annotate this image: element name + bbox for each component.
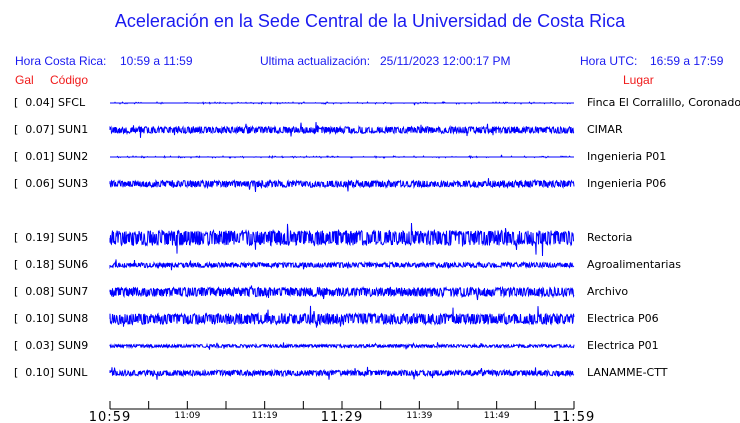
time-tick-label: 11:39: [406, 411, 432, 421]
bracket-open: [: [14, 258, 19, 271]
trace-sunl: [109, 366, 575, 380]
station-place: Agroalimentarias: [587, 258, 681, 271]
gal-value: 0.18]: [25, 258, 54, 271]
local-time-range: 10:59 a 11:59: [120, 54, 193, 68]
trace-sun8: [109, 305, 575, 328]
bracket-open: [: [14, 231, 19, 244]
utc-time-range: 16:59 a 17:59: [650, 54, 724, 68]
bracket-open: [: [14, 312, 19, 325]
gal-value: 0.08]: [25, 285, 54, 298]
update-value: 25/11/2023 12:00:17 PM: [380, 54, 511, 68]
update-label: Ultima actualización:: [260, 54, 371, 68]
gal-value: 0.10]: [25, 312, 54, 325]
station-place: Electrica P06: [587, 312, 659, 325]
trace-sun9: [109, 342, 575, 350]
gal-value: 0.06]: [25, 177, 54, 190]
page-title: Aceleración en la Sede Central de la Uni…: [114, 11, 626, 31]
utc-time-label: Hora UTC:: [580, 54, 638, 68]
bracket-open: [: [14, 339, 19, 352]
gal-value: 0.19]: [25, 231, 54, 244]
station-code: SUN8: [58, 312, 89, 325]
place-header: Lugar: [623, 73, 654, 87]
station-place: Electrica P01: [587, 339, 659, 352]
local-time-label: Hora Costa Rica:: [15, 54, 107, 68]
station-code: SUN6: [58, 258, 89, 271]
station-code: SUN1: [58, 123, 89, 136]
trace-sun3: [109, 178, 575, 193]
trace-sun2: [110, 154, 574, 160]
station-place: Archivo: [587, 285, 629, 298]
trace-sun1: [109, 122, 575, 138]
bracket-open: [: [14, 150, 19, 163]
station-place: Ingenieria P01: [587, 150, 667, 163]
code-header: Código: [50, 73, 89, 87]
gal-value: 0.07]: [25, 123, 54, 136]
trace-sun7: [109, 285, 575, 301]
station-code: SUN7: [58, 285, 89, 298]
station-place: Finca El Corralillo, Coronado: [587, 96, 740, 109]
time-tick-label: 11:49: [484, 411, 510, 421]
station-code: SUN2: [58, 150, 89, 163]
gal-header: Gal: [15, 73, 34, 87]
station-code: SUNL: [58, 366, 88, 379]
time-tick-label: 11:09: [174, 411, 200, 421]
trace-sun5: [109, 222, 575, 257]
station-place: Ingenieria P06: [587, 177, 667, 190]
bracket-open: [: [14, 123, 19, 136]
station-place: LANAMME-CTT: [587, 366, 668, 379]
bracket-open: [: [14, 285, 19, 298]
gal-value: 0.04]: [25, 96, 54, 109]
time-tick-label: 11:29: [321, 410, 363, 423]
time-tick-label: 10:59: [89, 410, 131, 423]
station-place: CIMAR: [587, 123, 623, 136]
time-tick-label: 11:19: [252, 411, 278, 421]
gal-value: 0.01]: [25, 150, 54, 163]
station-code: SUN5: [58, 231, 89, 244]
station-code: SFCL: [58, 96, 86, 109]
bracket-open: [: [14, 96, 19, 109]
trace-sun6: [109, 259, 575, 271]
trace-sfcl: [110, 101, 574, 106]
gal-value: 0.10]: [25, 366, 54, 379]
station-place: Rectoria: [587, 231, 633, 244]
time-tick-label: 11:59: [553, 410, 595, 423]
station-code: SUN9: [58, 339, 89, 352]
gal-value: 0.03]: [25, 339, 54, 352]
bracket-open: [: [14, 177, 19, 190]
bracket-open: [: [14, 366, 19, 379]
station-code: SUN3: [58, 177, 89, 190]
